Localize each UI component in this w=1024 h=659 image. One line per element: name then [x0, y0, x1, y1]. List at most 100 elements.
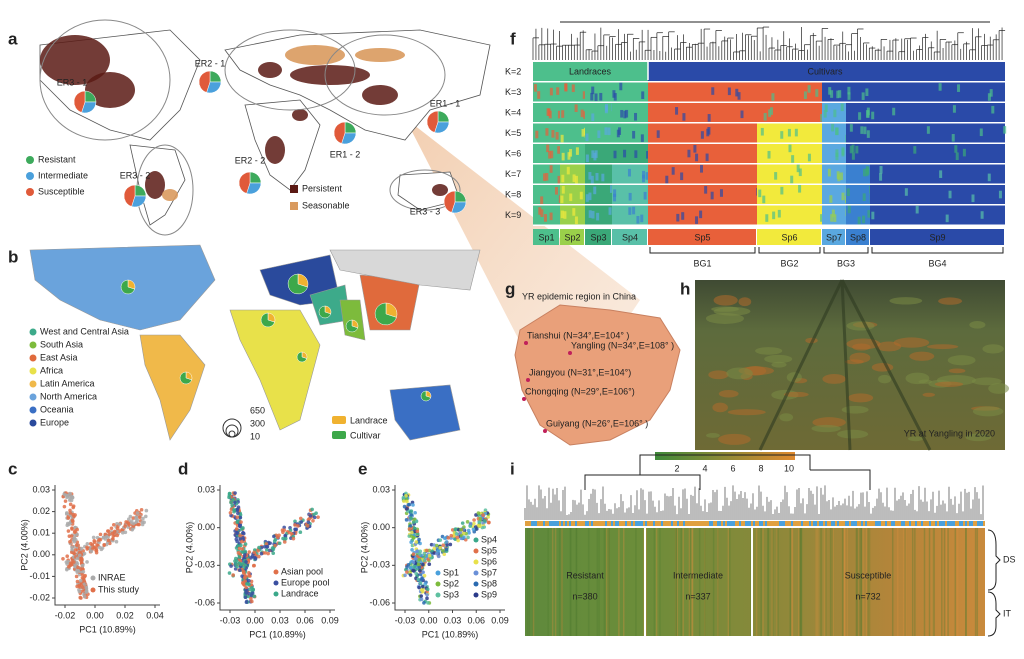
admixture-noise: [771, 93, 775, 101]
heat-stripe: [622, 528, 625, 636]
strip: [711, 521, 713, 526]
strip: [695, 521, 697, 526]
strip: [569, 521, 571, 526]
strip: [667, 521, 669, 526]
strip: [677, 521, 679, 526]
strip: [709, 521, 711, 526]
point: [244, 585, 248, 590]
admixture-noise: [830, 90, 834, 98]
point: [75, 527, 79, 532]
strip: [775, 521, 777, 526]
legend-label: Sp1: [443, 567, 459, 577]
admixture-noise: [787, 128, 791, 137]
heat-stripe: [825, 528, 827, 636]
strip: [935, 521, 937, 526]
legend-swatch: [435, 570, 441, 576]
colorbar-label: 6: [730, 463, 735, 473]
heat-stripe: [856, 528, 859, 636]
x-axis-label: PC1 (10.89%): [422, 629, 479, 639]
point: [409, 534, 414, 538]
strip: [849, 521, 851, 526]
point: [239, 543, 243, 548]
strip: [571, 521, 573, 526]
admixture-block: [585, 82, 612, 102]
heat-stripe: [689, 528, 692, 636]
strip: [983, 521, 985, 526]
admixture-noise: [632, 206, 636, 215]
legend-swatch: [473, 581, 479, 587]
admixture-noise: [851, 152, 855, 160]
heat-stripe: [698, 528, 701, 636]
heat-stripe: [570, 528, 572, 636]
admixture-noise: [823, 109, 827, 118]
strip: [631, 521, 633, 526]
heat-stripe: [680, 528, 683, 636]
crop-patch: [841, 405, 869, 414]
point: [406, 503, 411, 507]
admixture-block: [846, 62, 870, 81]
point: [445, 543, 449, 547]
persistent-area: [290, 65, 370, 85]
strip: [701, 521, 703, 526]
point: [436, 548, 441, 553]
admixture-noise: [836, 90, 840, 99]
point: [478, 524, 482, 528]
point: [425, 548, 429, 553]
admixture-noise: [588, 192, 592, 201]
point: [411, 552, 416, 557]
heat-stripe: [675, 528, 677, 636]
admixture-noise: [535, 130, 539, 139]
persistent-area: [85, 72, 135, 108]
point: [465, 520, 470, 524]
legend-label: North America: [40, 391, 97, 401]
point: [474, 527, 479, 531]
strip: [575, 521, 577, 526]
y-tick-label: -0.03: [369, 560, 390, 570]
admixture-block: [585, 62, 612, 81]
heat-stripe: [832, 528, 834, 636]
point: [64, 567, 69, 572]
strip: [821, 521, 823, 526]
x-tick-label: 0.06: [467, 615, 485, 625]
strip: [543, 521, 545, 526]
admixture-block: [560, 123, 585, 143]
point: [432, 543, 436, 547]
point: [296, 524, 300, 528]
point: [140, 522, 145, 527]
admixture-noise: [641, 91, 645, 100]
strip: [573, 521, 575, 526]
strip: [759, 521, 761, 526]
point: [466, 535, 470, 540]
admixture-block: [870, 205, 1005, 225]
legend-swatch: [29, 341, 37, 349]
heat-stripe: [841, 528, 844, 636]
point: [77, 589, 82, 594]
strip: [903, 521, 905, 526]
x-tick-label: -0.02: [55, 610, 76, 620]
point: [117, 522, 122, 526]
heat-stripe: [862, 528, 864, 636]
admixture-noise: [772, 211, 776, 220]
strip: [851, 521, 853, 526]
strip: [697, 521, 699, 526]
point: [425, 587, 430, 592]
strip: [913, 521, 915, 526]
point: [71, 504, 76, 508]
heat-stripe: [791, 528, 793, 636]
heatmap: [525, 528, 985, 636]
strip: [917, 521, 919, 526]
point: [249, 594, 254, 598]
legend-swatch: [26, 188, 34, 196]
y-axis-label: PC2 (4.00%): [184, 522, 194, 574]
heat-stripe: [860, 528, 862, 636]
point: [486, 515, 490, 519]
admixture-block: [870, 103, 1005, 122]
admixture-noise: [767, 150, 771, 159]
point: [306, 520, 311, 524]
admixture-noise: [572, 174, 576, 183]
admixture-noise: [938, 83, 942, 91]
point: [476, 511, 481, 515]
strip: [755, 521, 757, 526]
point: [241, 531, 245, 535]
heat-stripe: [965, 528, 967, 636]
